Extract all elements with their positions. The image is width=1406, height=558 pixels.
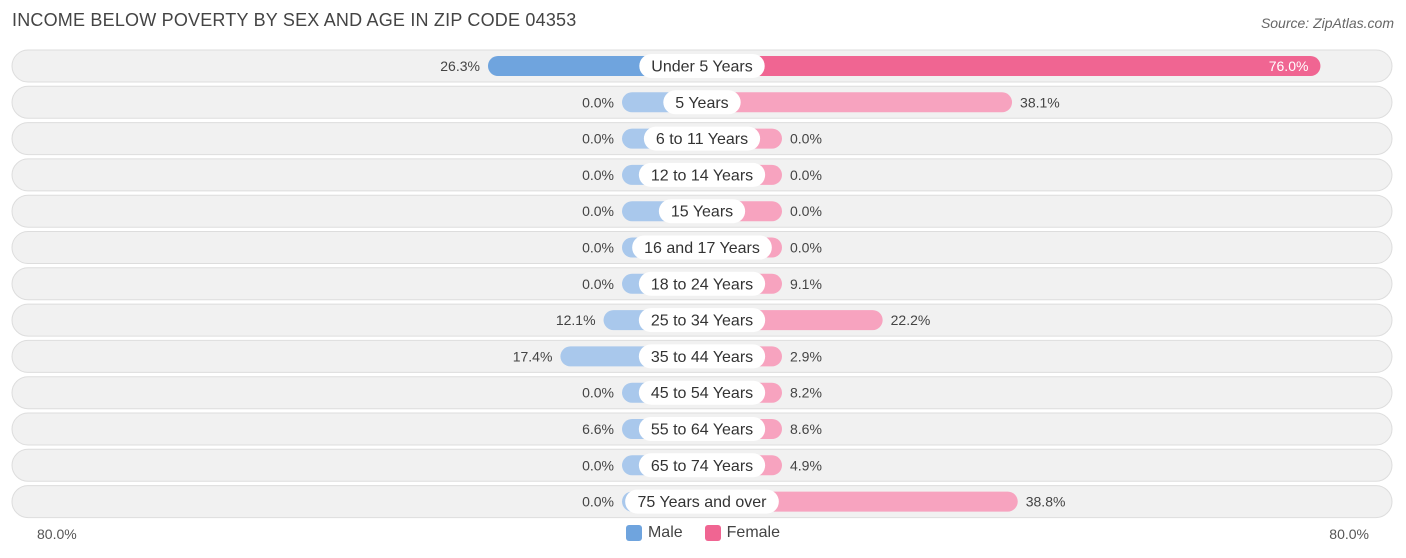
female-value-label: 0.0% bbox=[790, 167, 822, 183]
female-value-label: 9.1% bbox=[790, 276, 822, 292]
category-label: 15 Years bbox=[671, 204, 733, 221]
male-value-label: 0.0% bbox=[582, 276, 614, 292]
category-label: Under 5 Years bbox=[651, 59, 752, 76]
chart-title: INCOME BELOW POVERTY BY SEX AND AGE IN Z… bbox=[12, 10, 577, 30]
legend-item-female[interactable]: Female bbox=[704, 524, 781, 542]
legend-swatch-male bbox=[625, 525, 642, 541]
male-value-label: 17.4% bbox=[513, 348, 553, 364]
category-label: 45 to 54 Years bbox=[651, 385, 753, 402]
female-bar bbox=[702, 92, 1013, 113]
category-label: 16 and 17 Years bbox=[644, 240, 760, 257]
category-label: 75 Years and over bbox=[638, 494, 768, 511]
category-pill bbox=[632, 235, 772, 260]
male-value-label: 0.0% bbox=[582, 385, 614, 401]
female-value-label: 8.2% bbox=[790, 385, 822, 401]
male-value-label: 0.0% bbox=[582, 494, 614, 510]
legend-label-female: Female bbox=[726, 524, 781, 541]
category-label: 5 Years bbox=[675, 95, 728, 112]
category-pill bbox=[663, 90, 741, 115]
female-value-label: 0.0% bbox=[790, 131, 822, 147]
legend-label-male: Male bbox=[647, 524, 683, 541]
female-value-label: 38.8% bbox=[1026, 494, 1066, 510]
female-value-label: 2.9% bbox=[790, 348, 822, 364]
female-value-label: 22.2% bbox=[891, 312, 931, 328]
female-value-label: 76.0% bbox=[1269, 58, 1309, 74]
category-label: 55 to 64 Years bbox=[651, 422, 753, 439]
female-bar bbox=[702, 56, 1321, 76]
male-value-label: 0.0% bbox=[582, 203, 614, 219]
category-label: 6 to 11 Years bbox=[656, 131, 748, 148]
legend: Male Female bbox=[0, 524, 1406, 542]
category-label: 35 to 44 Years bbox=[651, 349, 753, 366]
category-pill bbox=[638, 380, 766, 405]
legend-swatch-female bbox=[704, 525, 721, 541]
category-pill bbox=[638, 271, 766, 296]
category-pill bbox=[639, 54, 765, 78]
female-bar bbox=[702, 491, 1018, 512]
category-label: 65 to 74 Years bbox=[651, 458, 753, 475]
category-pill bbox=[643, 126, 761, 151]
axis-left-label: 80.0% bbox=[37, 526, 77, 542]
female-value-label: 4.9% bbox=[790, 457, 822, 473]
legend-item-male[interactable]: Male bbox=[625, 524, 683, 542]
male-value-label: 26.3% bbox=[440, 58, 480, 74]
category-pill bbox=[638, 162, 766, 187]
source-label: Source: ZipAtlas.com bbox=[1260, 15, 1394, 31]
category-pill bbox=[625, 489, 779, 514]
category-pill bbox=[658, 199, 746, 224]
male-value-label: 0.0% bbox=[582, 240, 614, 256]
category-label: 12 to 14 Years bbox=[651, 167, 753, 184]
male-value-label: 6.6% bbox=[582, 421, 614, 437]
category-pill bbox=[638, 308, 766, 333]
category-pill bbox=[638, 344, 766, 369]
female-value-label: 0.0% bbox=[790, 240, 822, 256]
category-pill bbox=[638, 417, 766, 441]
axis-right-label: 80.0% bbox=[1329, 526, 1369, 542]
male-value-label: 0.0% bbox=[582, 457, 614, 473]
male-value-label: 0.0% bbox=[582, 167, 614, 183]
female-value-label: 0.0% bbox=[790, 203, 822, 219]
female-value-label: 8.6% bbox=[790, 421, 822, 437]
male-value-label: 0.0% bbox=[582, 94, 614, 110]
category-label: 18 to 24 Years bbox=[651, 276, 753, 293]
female-value-label: 38.1% bbox=[1020, 94, 1060, 110]
category-label: 25 to 34 Years bbox=[651, 313, 753, 330]
male-value-label: 12.1% bbox=[556, 312, 596, 328]
male-value-label: 0.0% bbox=[582, 131, 614, 147]
category-pill bbox=[638, 453, 766, 478]
